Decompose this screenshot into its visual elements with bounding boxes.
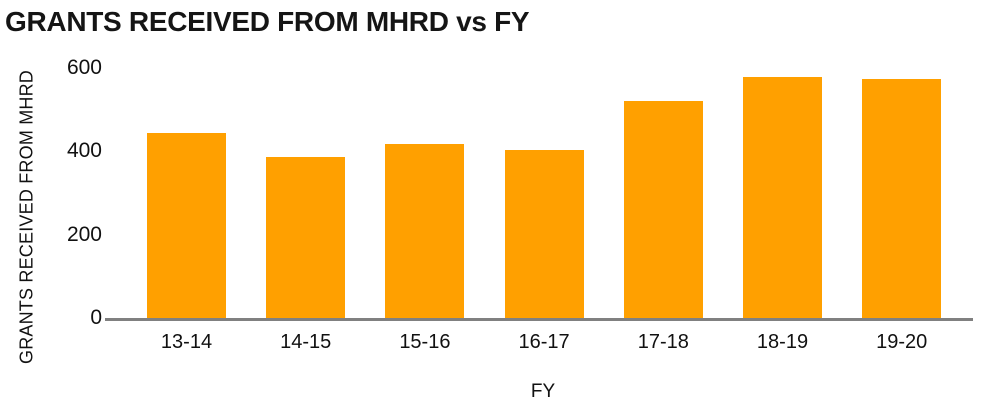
y-tick-label-0: 0 [90, 306, 102, 329]
x-tick-label-14-15: 14-15 [280, 331, 332, 353]
bar-16-17 [504, 150, 584, 320]
x-tick-label-19-20: 19-20 [876, 331, 928, 353]
x-tick-label-16-17: 16-17 [518, 331, 570, 353]
x-axis-line [105, 318, 973, 321]
bar-13-14 [147, 133, 226, 320]
x-axis-title: FY [530, 381, 556, 402]
y-tick-label-200: 200 [66, 222, 102, 246]
x-tick-label-17-18: 17-18 [637, 331, 689, 353]
y-tick-label-600: 600 [66, 56, 102, 79]
y-tick-label-400: 400 [66, 139, 102, 163]
bar-19-20 [862, 78, 942, 320]
bar-17-18 [623, 100, 703, 320]
x-tick-label-15-16: 15-16 [399, 331, 451, 353]
bar-14-15 [266, 157, 346, 320]
y-axis-title: GRANTS RECEIVED FROM MHRD [16, 69, 37, 365]
bar-18-19 [743, 77, 822, 320]
bar-15-16 [385, 144, 465, 320]
chart-title: GRANTS RECEIVED FROM MHRD vs FY [5, 6, 530, 37]
x-tick-label-13-14: 13-14 [160, 331, 213, 353]
x-tick-label-18-19: 18-19 [756, 331, 809, 353]
